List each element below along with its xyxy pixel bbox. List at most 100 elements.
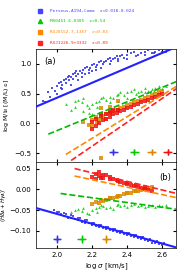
Point: [165, 203, 167, 207]
Point: [73, 70, 76, 75]
Point: [43, 100, 46, 105]
Point: [87, 221, 90, 226]
Point: [115, 178, 118, 182]
Point: [161, 46, 164, 51]
Point: [77, 78, 80, 82]
Point: [161, 204, 164, 208]
Point: [108, 111, 111, 115]
Point: [80, 70, 83, 75]
Point: [105, 116, 108, 121]
Point: [105, 116, 108, 121]
Point: [135, 189, 138, 194]
Point: [59, 212, 62, 216]
Point: [157, 242, 160, 246]
Point: [101, 172, 104, 177]
Point: [87, 122, 90, 127]
Point: [86, 64, 88, 69]
Point: [112, 57, 115, 61]
Point: [143, 50, 146, 54]
Point: [91, 175, 94, 179]
Point: [63, 78, 66, 82]
Point: [80, 75, 83, 79]
Point: [100, 115, 102, 120]
Point: [108, 228, 111, 232]
Point: [96, 104, 99, 109]
Point: [94, 64, 97, 69]
Point: [91, 222, 94, 227]
Point: [147, 97, 150, 102]
Point: [98, 170, 101, 174]
Point: [168, 48, 171, 53]
Point: [121, 53, 123, 57]
Point: [52, 208, 55, 212]
Point: [105, 97, 108, 102]
Point: [157, 203, 160, 207]
Point: [84, 72, 87, 76]
Point: [140, 203, 143, 207]
Point: [100, 112, 102, 117]
Point: [161, 243, 164, 248]
Point: [143, 53, 146, 57]
Point: [108, 196, 111, 200]
Point: [126, 90, 129, 95]
Point: [77, 72, 80, 76]
Point: [91, 68, 94, 73]
Point: [108, 61, 111, 66]
Point: [101, 225, 104, 230]
Point: [86, 103, 88, 108]
Point: [100, 197, 102, 202]
Point: [122, 181, 125, 185]
Point: [57, 210, 60, 214]
Point: [149, 237, 152, 241]
Point: [161, 88, 164, 93]
Point: [129, 104, 132, 109]
Point: [77, 97, 80, 102]
Point: [101, 204, 104, 208]
Point: [150, 51, 153, 55]
Point: [71, 76, 74, 81]
Point: [101, 61, 104, 66]
Point: [59, 79, 62, 84]
Point: [133, 235, 136, 239]
Point: [129, 88, 132, 93]
Point: [152, 88, 155, 93]
Point: [143, 185, 146, 189]
Point: [100, 114, 102, 119]
Point: [91, 112, 94, 117]
Point: [114, 56, 116, 60]
Point: [115, 111, 118, 115]
Point: [94, 67, 97, 72]
Point: [154, 94, 157, 99]
Point: [84, 218, 87, 223]
Point: [108, 205, 111, 209]
Point: [126, 57, 129, 61]
Point: [87, 67, 90, 72]
Point: [66, 215, 69, 220]
Point: [157, 84, 160, 89]
Point: [122, 92, 125, 97]
Point: [122, 203, 125, 207]
Point: [93, 220, 95, 225]
Point: [54, 88, 57, 93]
Point: [70, 216, 73, 221]
Point: [143, 98, 146, 103]
Point: [140, 100, 143, 105]
Point: [112, 109, 115, 114]
Point: [100, 96, 102, 100]
Point: [133, 189, 136, 194]
Point: [100, 106, 102, 111]
Point: [98, 224, 101, 229]
Point: [68, 78, 71, 82]
Point: [100, 156, 102, 160]
Point: [87, 70, 90, 75]
Point: [147, 239, 150, 243]
Point: [64, 102, 67, 106]
Point: [110, 58, 113, 63]
Point: [128, 231, 130, 235]
Point: [143, 187, 146, 191]
Point: [94, 224, 97, 228]
Point: [108, 196, 111, 201]
Point: [143, 85, 146, 90]
Point: [147, 48, 150, 53]
Point: [50, 85, 53, 90]
